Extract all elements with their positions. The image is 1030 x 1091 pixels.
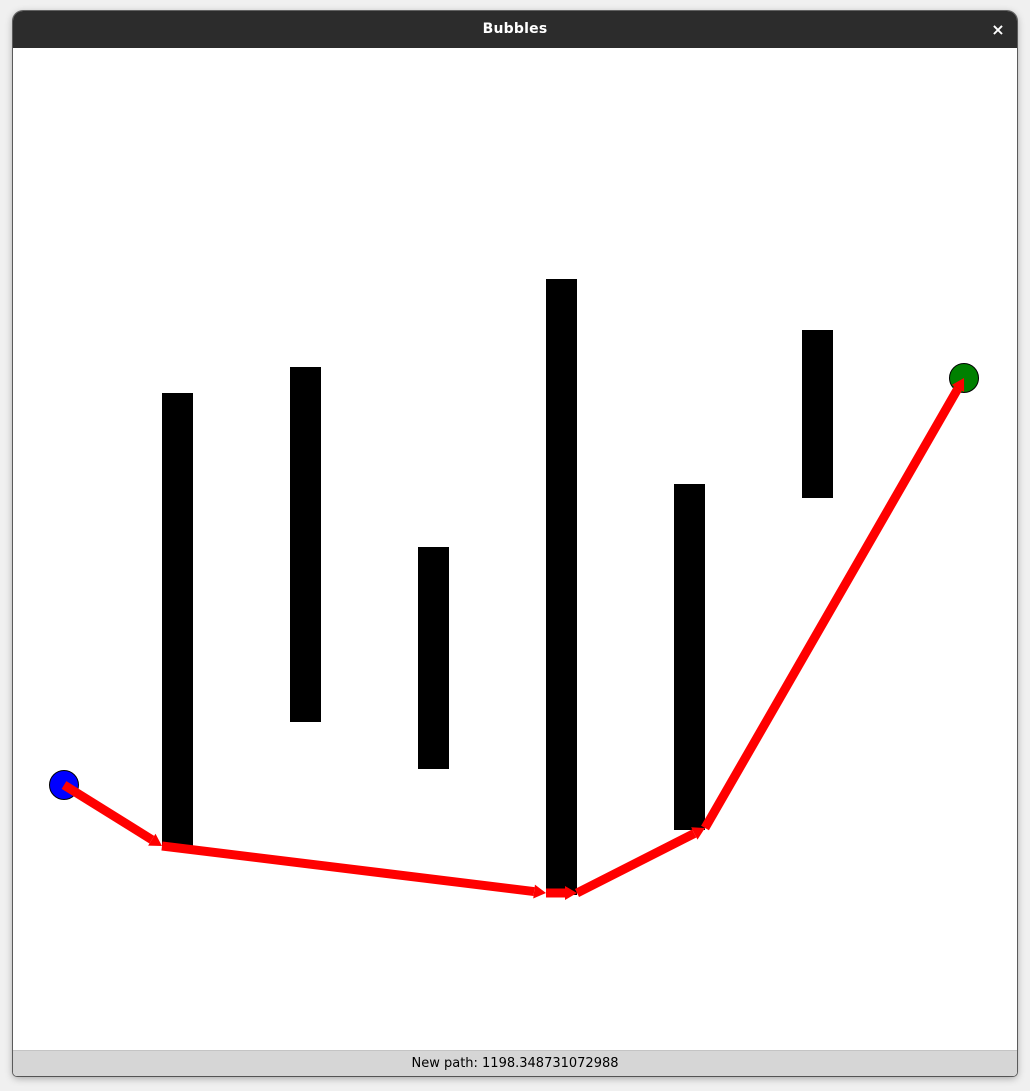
path-line	[701, 386, 962, 831]
path-segment	[574, 827, 705, 898]
path-line	[574, 829, 697, 898]
window-title: Bubbles	[482, 21, 548, 37]
status-text: New path: 1198.348731072988	[411, 1056, 619, 1071]
obstacle-1	[162, 393, 193, 846]
path-arrowhead	[148, 833, 162, 846]
path-line	[61, 781, 155, 844]
obstacle-4	[546, 279, 577, 895]
app-window: Bubbles × New path: 1198.348731072988	[13, 11, 1017, 1076]
path-segment	[546, 886, 577, 900]
path-arrowhead	[565, 886, 577, 900]
obstacle-6	[802, 330, 833, 498]
close-icon: ×	[991, 20, 1005, 39]
path-arrowhead	[533, 884, 546, 899]
drawing-canvas[interactable]	[13, 48, 1017, 1050]
path-segment	[701, 378, 965, 831]
obstacle-3	[418, 547, 449, 769]
path-line	[161, 841, 535, 897]
close-button[interactable]: ×	[987, 19, 1009, 41]
obstacle-2	[290, 367, 321, 722]
path-segment	[161, 841, 546, 899]
path-arrowhead	[691, 827, 705, 840]
obstacle-5	[674, 484, 705, 830]
path-arrowhead	[951, 378, 965, 392]
scene-svg	[49, 279, 979, 900]
title-bar[interactable]: Bubbles ×	[13, 11, 1017, 48]
status-bar: New path: 1198.348731072988	[13, 1050, 1017, 1076]
path-segment	[61, 781, 162, 846]
